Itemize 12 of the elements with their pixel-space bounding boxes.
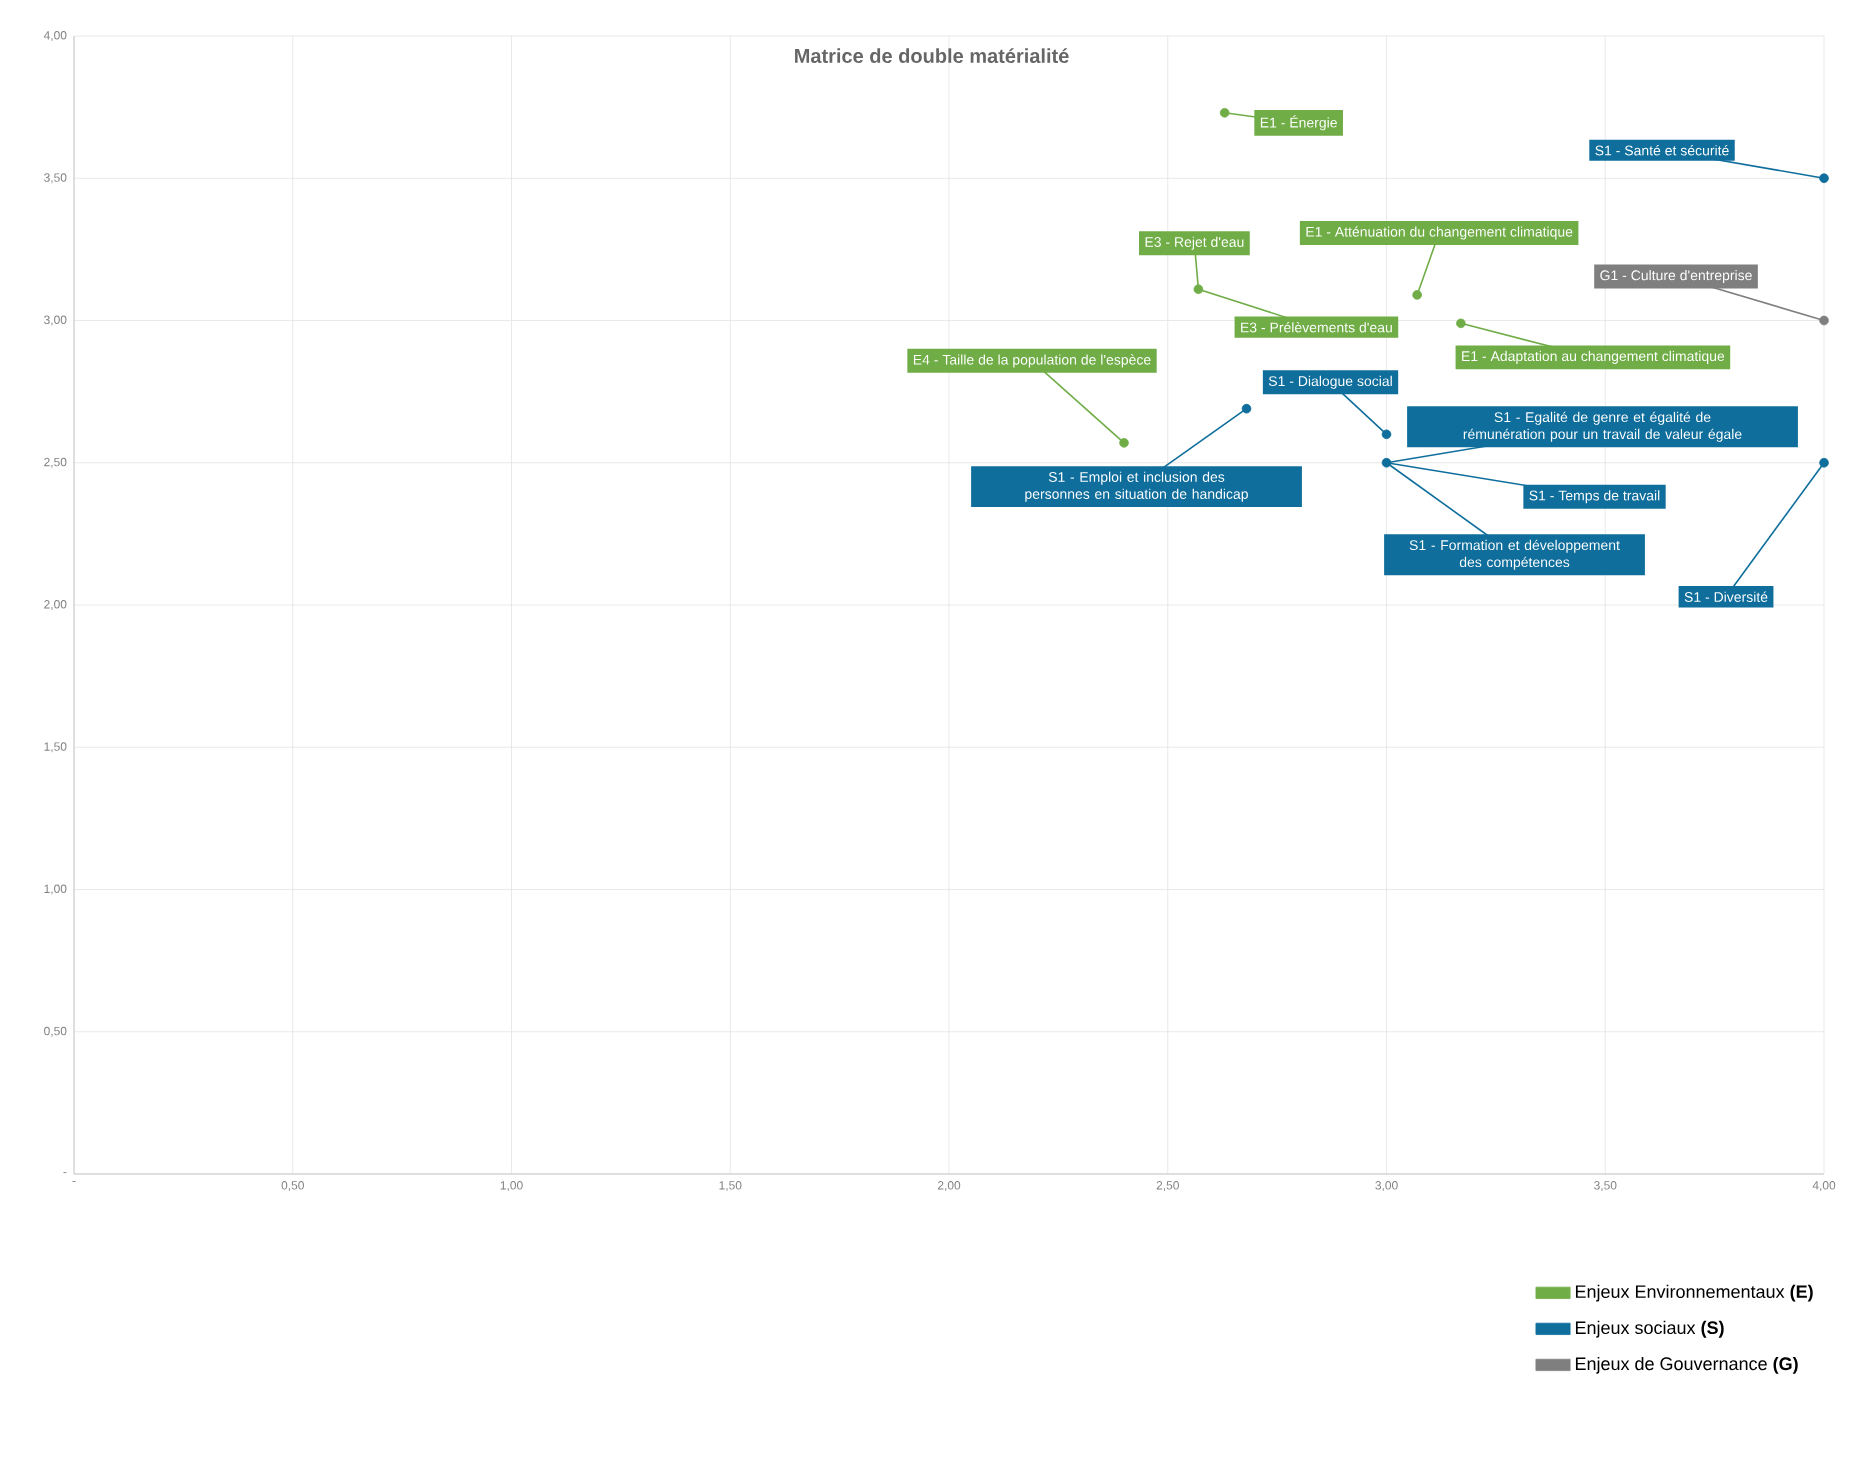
chart-title: Matrice de double matérialité (795, 48, 1069, 63)
point (1456, 318, 1466, 329)
point (1819, 315, 1829, 326)
point (1819, 173, 1829, 184)
point (1412, 290, 1422, 300)
legend-label: Enjeux de Gouvernance (G) (1575, 1356, 1798, 1374)
point (1241, 403, 1252, 414)
point (1381, 429, 1392, 440)
legend-label: Enjeux sociaux (S) (1575, 1320, 1724, 1338)
point (1119, 438, 1129, 448)
legend-label: Enjeux Environnementaux (E) (1575, 1284, 1813, 1302)
point (1819, 457, 1829, 468)
